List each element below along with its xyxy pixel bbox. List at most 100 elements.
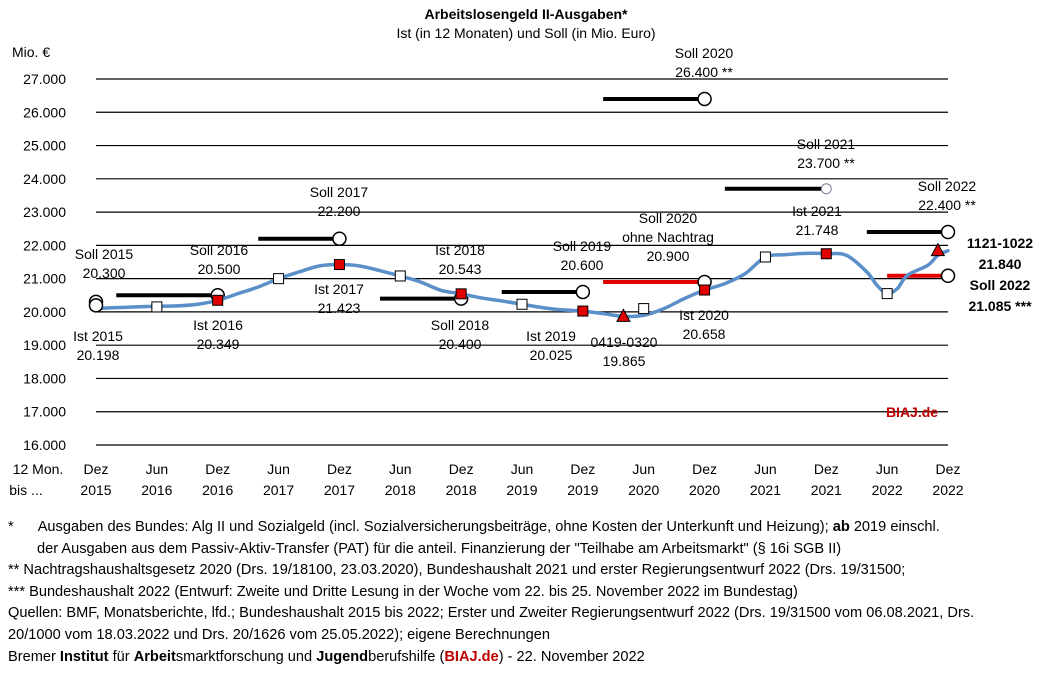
inst-3: für bbox=[108, 648, 134, 665]
x-tick-label: Jun bbox=[632, 461, 655, 477]
x-tick-label: Dez bbox=[570, 461, 595, 477]
x-tick-label: Jun bbox=[267, 461, 290, 477]
annotation-soll2020n: Soll 2020 bbox=[639, 210, 698, 226]
annotation-soll2015: 20.300 bbox=[83, 265, 126, 281]
footnote-2: ** Nachtragshaushaltsgesetz 2020 (Drs. 1… bbox=[8, 562, 906, 579]
annotation-soll2019: 20.600 bbox=[561, 257, 604, 273]
inst-2: Institut bbox=[59, 648, 109, 665]
y-tick-label: 25.000 bbox=[23, 138, 66, 154]
annotation-soll2020: Soll 2020 bbox=[675, 45, 734, 61]
annotation-soll2015: Soll 2015 bbox=[75, 246, 134, 262]
ist-series-line bbox=[94, 248, 950, 319]
footnote-1-line2: der Ausgaben aus dem Passiv-Aktiv-Transf… bbox=[37, 540, 842, 557]
inst-5: smarktforschung und bbox=[175, 648, 317, 665]
annotation-soll2018: 20.400 bbox=[439, 336, 482, 352]
grid-lines bbox=[96, 78, 948, 446]
annotation-ist2016: 20.349 bbox=[197, 336, 240, 352]
inst-9: ) - 22. November 2022 bbox=[498, 648, 645, 665]
x-tick-label: Dez bbox=[936, 461, 961, 477]
soll-end-marker bbox=[332, 231, 347, 246]
y-tick-label: 20.000 bbox=[23, 304, 66, 320]
soll-end-marker bbox=[697, 91, 712, 107]
ist-marker-square bbox=[273, 273, 285, 285]
institute-line: Bremer Institut für Arbeitsmarktforschun… bbox=[8, 647, 1048, 669]
x-tick-label: Dez bbox=[814, 461, 839, 477]
y-tick-label: 18.000 bbox=[23, 370, 66, 386]
soll-end-marker bbox=[820, 183, 832, 195]
x-tick-label: Dez bbox=[449, 461, 474, 477]
annotation-soll2022: Soll 2022 bbox=[918, 178, 977, 194]
annotation-soll2017: 22.200 bbox=[318, 203, 361, 219]
x-tick-label-year: 2018 bbox=[446, 482, 477, 498]
footnote-3: *** Bundeshaushalt 2022 (Entwurf: Zweite… bbox=[8, 583, 798, 600]
x-tick-label: Jun bbox=[146, 461, 169, 477]
ist-marker-square bbox=[699, 284, 711, 296]
x-axis-label-line1: 12 Mon. bbox=[13, 461, 64, 477]
chart-subtitle: Ist (in 12 Monaten) und Soll (in Mio. Eu… bbox=[396, 25, 655, 41]
x-tick-label-year: 2016 bbox=[141, 482, 172, 498]
x-tick-label-year: 2021 bbox=[811, 482, 842, 498]
ist-marker-square bbox=[516, 298, 528, 310]
x-tick-label-year: 2015 bbox=[80, 482, 111, 498]
footnote-1: * Ausgaben des Bundes: Alg II und Sozialg… bbox=[8, 517, 1048, 539]
x-axis-label-line2: bis ... bbox=[9, 482, 42, 498]
x-tick-label-year: 2019 bbox=[506, 482, 537, 498]
annotation-latest: 1121-1022 bbox=[967, 235, 1033, 251]
x-tick-label: Jun bbox=[876, 461, 899, 477]
x-tick-label-year: 2018 bbox=[385, 482, 416, 498]
ist-markers bbox=[88, 242, 946, 322]
y-tick-label: 26.000 bbox=[23, 104, 66, 120]
annotation-ist2017: Ist 2017 bbox=[314, 281, 364, 297]
x-tick-label-year: 2019 bbox=[567, 482, 598, 498]
x-tick-label-year: 2020 bbox=[628, 482, 659, 498]
annotation-soll2022: 22.400 ** bbox=[918, 197, 976, 213]
sources-line-1: Quellen: BMF, Monatsberichte, lfd.; Bund… bbox=[8, 605, 975, 622]
ist-marker-square bbox=[455, 288, 467, 300]
annotations: Soll 2015 20.300 Ist 2015 20.198 Soll 2016 20… bbox=[73, 45, 1033, 369]
ist-marker-square bbox=[881, 288, 893, 300]
y-tick-label: 21.000 bbox=[23, 271, 66, 287]
annotation-ist2018: 20.543 bbox=[439, 261, 482, 277]
footnote-1-text-c: 2019 einschl. bbox=[849, 519, 940, 535]
y-axis-label: Mio. € bbox=[12, 44, 50, 60]
annotation-m0419: 0419-0320 bbox=[591, 334, 658, 350]
x-tick-label-year: 2017 bbox=[324, 482, 355, 498]
annotation-ist2015: Ist 2015 bbox=[73, 328, 123, 344]
ist-marker-square bbox=[820, 248, 832, 260]
x-tick-label: Jun bbox=[754, 461, 777, 477]
soll-end-marker bbox=[575, 284, 591, 300]
annotation-soll2019: Soll 2019 bbox=[553, 238, 612, 254]
x-tick-label: Dez bbox=[692, 461, 717, 477]
ist-marker-square bbox=[638, 303, 650, 315]
x-tick-label: Dez bbox=[84, 461, 109, 477]
chart: Arbeitslosengeld II-Ausgaben* Ist (in 12… bbox=[9, 6, 1033, 498]
annotation-ist2019: 20.025 bbox=[530, 347, 573, 363]
x-tick-label: Dez bbox=[327, 461, 352, 477]
ist-marker-square bbox=[333, 259, 345, 271]
annotation-latest: Soll 2022 bbox=[970, 277, 1031, 293]
annotation-ist2020: Ist 2020 bbox=[679, 307, 729, 323]
ist-marker-square bbox=[394, 270, 406, 282]
annotation-soll2021: Soll 2021 bbox=[797, 136, 856, 152]
x-tick-label-year: 2022 bbox=[872, 482, 903, 498]
y-tick-label: 16.000 bbox=[23, 437, 66, 453]
annotation-ist2016: Ist 2016 bbox=[193, 317, 243, 333]
x-tick-label-year: 2017 bbox=[263, 482, 294, 498]
chart-title: Arbeitslosengeld II-Ausgaben* bbox=[424, 6, 628, 22]
inst-6: Jugend bbox=[316, 648, 369, 665]
ist-marker-square bbox=[212, 294, 224, 306]
annotation-soll2018: Soll 2018 bbox=[431, 317, 490, 333]
annotation-ist2021: 21.748 bbox=[796, 222, 839, 238]
y-tick-label: 24.000 bbox=[23, 171, 66, 187]
ist-marker-circle bbox=[88, 298, 104, 313]
annotation-soll2017: Soll 2017 bbox=[310, 184, 369, 200]
annotation-ist2021: Ist 2021 bbox=[792, 203, 842, 219]
y-tick-label: 17.000 bbox=[23, 404, 66, 420]
annotation-soll2016: Soll 2016 bbox=[190, 242, 249, 258]
footnote-1-bold: ab bbox=[832, 519, 850, 535]
x-tick-label-year: 2022 bbox=[932, 482, 963, 498]
soll-end-marker bbox=[940, 224, 956, 240]
annotation-soll2016: 20.500 bbox=[198, 261, 241, 277]
annotation-soll2020: 26.400 ** bbox=[675, 64, 733, 80]
inst-1: Bremer bbox=[8, 648, 60, 665]
